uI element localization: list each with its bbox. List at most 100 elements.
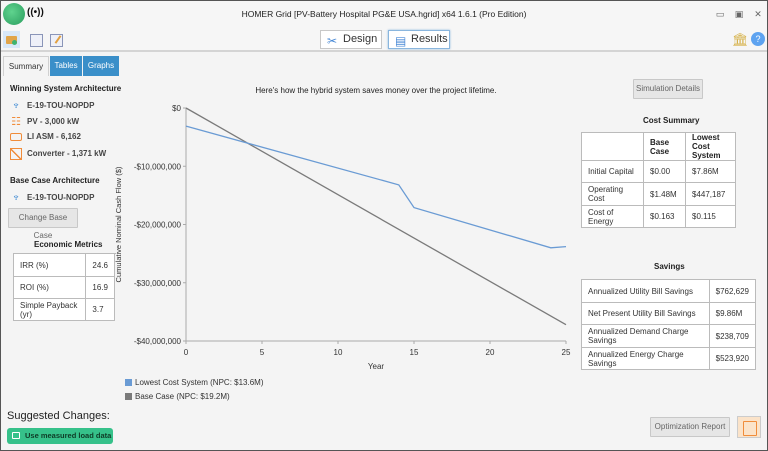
title-bar: ((•)) HOMER Grid [PV-Battery Hospital PG… <box>1 1 767 28</box>
simulation-details-button[interactable]: Simulation Details <box>633 79 703 99</box>
arch-item-label: E-19-TOU-NOPDP <box>27 101 95 111</box>
savings-title: Savings <box>654 262 685 271</box>
table-row: Operating Cost $1.48M $447,187 <box>581 182 736 206</box>
table-row: IRR (%) 24.6 <box>12 253 115 277</box>
cost-summary-table: Base Case Lowest Cost System Initial Cap… <box>581 132 736 228</box>
metric-label: IRR (%) <box>12 253 87 277</box>
table-row: ROI (%) 16.9 <box>12 276 115 299</box>
savings-label: Annualized Demand Charge Savings <box>581 324 710 348</box>
legend-item-lowest-cost: Lowest Cost System (NPC: $13.6M) <box>125 378 263 387</box>
tab-tables[interactable]: Tables <box>50 56 82 76</box>
svg-text:-$30,000,000: -$30,000,000 <box>134 279 182 288</box>
arch-item-grid: ♆ E-19-TOU-NOPDP <box>10 100 95 114</box>
legend-item-base-case: Base Case (NPC: $19.2M) <box>125 392 230 401</box>
tab-summary[interactable]: Summary <box>3 56 49 76</box>
report-clipboard-icon[interactable] <box>737 416 761 438</box>
cash-flow-chart: $0 -$10,000,000 -$20,000,000 -$30,000,000 -$… <box>114 104 571 371</box>
converter-icon <box>10 148 22 160</box>
change-base-case-button[interactable]: Change Base Case <box>8 208 78 240</box>
svg-text:Year: Year <box>368 362 385 371</box>
save-icon[interactable] <box>27 31 44 48</box>
homer-logo-icon <box>3 3 25 25</box>
column-header <box>581 132 644 161</box>
metric-label: ROI (%) <box>12 276 87 299</box>
suggested-changes-label: Suggested Changes: <box>7 410 110 422</box>
pv-icon: ☷ <box>11 116 21 128</box>
suggestion-label: Use measured load data <box>25 431 112 440</box>
base-case-value: $0.163 <box>643 205 686 228</box>
svg-text:-$40,000,000: -$40,000,000 <box>134 337 182 346</box>
open-file-icon[interactable] <box>3 31 20 48</box>
svg-text:20: 20 <box>486 348 495 357</box>
svg-text:5: 5 <box>260 348 265 357</box>
lowest-cost-value: $7.86M <box>685 160 736 183</box>
grid-tower-icon: ♆ <box>11 192 21 204</box>
row-label: Initial Capital <box>581 160 644 183</box>
arch-item-converter: Converter - 1,371 kW <box>10 148 106 162</box>
lowest-cost-value: $447,187 <box>685 182 736 206</box>
close-button[interactable]: ✕ <box>754 9 762 19</box>
row-label: Operating Cost <box>581 182 644 206</box>
toolbar: ✂ Design ▤ Results 🏛 ? <box>1 28 767 52</box>
table-row: Simple Payback (yr) 3.7 <box>12 298 115 321</box>
help-icon[interactable]: ? <box>751 32 765 46</box>
chart-title: Here's how the hybrid system saves money… <box>255 86 497 95</box>
library-icon[interactable]: 🏛 <box>732 32 749 47</box>
save-as-icon[interactable] <box>47 31 64 48</box>
chart-series <box>185 107 567 326</box>
table-row: Net Present Utility Bill Savings $9.86M <box>581 302 757 325</box>
results-label: Results <box>411 33 448 45</box>
base-case-architecture-title: Base Case Architecture <box>10 176 100 185</box>
column-header: Lowest Cost System <box>685 132 736 161</box>
base-case-value: $1.48M <box>643 182 686 206</box>
arch-item-battery: LI ASM - 6,162 <box>10 132 81 146</box>
savings-value: $9.86M <box>708 302 757 325</box>
legend-swatch <box>125 379 132 386</box>
table-row: Annualized Utility Bill Savings $762,629 <box>581 279 757 303</box>
tab-graphs[interactable]: Graphs <box>83 56 119 76</box>
table-row: Cost of Energy $0.163 $0.115 <box>581 205 736 228</box>
base-arch-item-grid: ♆ E-19-TOU-NOPDP <box>10 192 95 206</box>
comment-icon <box>12 432 20 439</box>
savings-value: $523,920 <box>708 347 757 370</box>
use-measured-load-data-button[interactable]: Use measured load data <box>7 428 113 444</box>
minimize-button[interactable]: ▭ <box>715 9 725 19</box>
metric-value: 3.7 <box>85 298 115 321</box>
economic-metrics-title: Economic Metrics <box>34 240 103 249</box>
economic-metrics-table: IRR (%) 24.6 ROI (%) 16.9 Simple Payback (… <box>12 253 115 321</box>
savings-value: $238,709 <box>708 324 757 348</box>
maximize-button[interactable]: ▣ <box>734 9 744 19</box>
arch-item-label: LI ASM - 6,162 <box>27 132 81 141</box>
table-row: Annualized Energy Charge Savings $523,920 <box>581 347 757 370</box>
svg-text:Cumulative Nominal Cash Flow (: Cumulative Nominal Cash Flow ($) <box>114 166 123 282</box>
design-button[interactable]: ✂ Design <box>320 30 382 49</box>
table-row: Annualized Demand Charge Savings $238,709 <box>581 324 757 348</box>
legend-label: Base Case (NPC: $19.2M) <box>135 392 230 401</box>
savings-value: $762,629 <box>708 279 757 303</box>
svg-text:-$10,000,000: -$10,000,000 <box>134 162 182 171</box>
results-button[interactable]: ▤ Results <box>388 30 450 49</box>
svg-text:0: 0 <box>184 348 189 357</box>
savings-label: Annualized Energy Charge Savings <box>581 347 710 370</box>
document-icon: ▤ <box>395 34 407 48</box>
arch-item-pv: ☷ PV - 3,000 kW <box>10 116 79 130</box>
design-label: Design <box>343 33 378 45</box>
column-header: Base Case <box>643 132 686 161</box>
table-header-row: Base Case Lowest Cost System <box>581 132 736 161</box>
battery-icon <box>10 132 22 141</box>
window-title: HOMER Grid [PV-Battery Hospital PG&E USA… <box>241 9 527 19</box>
svg-text:-$20,000,000: -$20,000,000 <box>134 221 182 230</box>
optimization-report-button[interactable]: Optimization Report <box>650 417 730 437</box>
base-case-value: $0.00 <box>643 160 686 183</box>
svg-text:15: 15 <box>410 348 419 357</box>
svg-text:10: 10 <box>334 348 343 357</box>
row-label: Cost of Energy <box>581 205 644 228</box>
design-tools-icon: ✂ <box>327 34 338 48</box>
grid-tower-icon: ♆ <box>11 100 21 112</box>
legend-swatch <box>125 393 132 400</box>
legend-label: Lowest Cost System (NPC: $13.6M) <box>135 378 264 387</box>
winning-architecture-title: Winning System Architecture <box>10 84 122 93</box>
svg-text:25: 25 <box>562 348 571 357</box>
broadcast-icon[interactable]: ((•)) <box>27 7 44 18</box>
